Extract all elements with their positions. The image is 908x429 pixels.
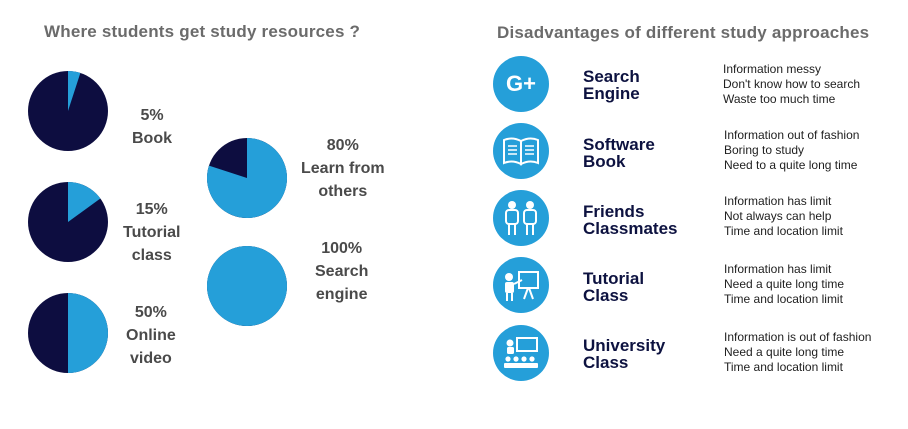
approach-title-line: Friends xyxy=(583,202,645,221)
pie-category-label: others xyxy=(318,183,368,200)
disadvantage-item: Time and location limit xyxy=(724,292,843,306)
approach-title-line: Class xyxy=(583,286,629,305)
disadvantage-item: Information has limit xyxy=(724,194,832,208)
disadvantage-item: Information is out of fashion xyxy=(724,330,872,344)
pie-percent-label: 80% xyxy=(326,137,359,154)
pie-slice-search-engine xyxy=(206,246,287,326)
approach-title-tutorial-class: Tutorial Class xyxy=(583,270,644,304)
approach-title-line: Class xyxy=(583,353,629,372)
approach-title-line: University xyxy=(583,336,666,355)
pie-label-tutorial-class: 15% Tutorial class xyxy=(123,198,180,267)
google-plus-icon: G+ xyxy=(493,56,549,112)
google-plus-glyph: G+ xyxy=(506,71,536,96)
left-chart-title: Where students get study resources ? xyxy=(44,22,361,41)
disadvantages-tutorial-class: Information has limit Need a quite long … xyxy=(724,262,844,307)
pie-label-search-engine: 100% Search engine xyxy=(315,237,368,306)
book-icon xyxy=(493,123,549,179)
pie-label-online-video: 50% Online video xyxy=(126,301,176,370)
pie-chart-book xyxy=(28,71,108,151)
book-icon-graphic xyxy=(503,137,539,166)
pie-percent-label: 15% xyxy=(135,201,168,218)
pie-category-label: Online xyxy=(126,327,176,344)
approach-title-line: Book xyxy=(583,152,626,171)
pie-category-label: engine xyxy=(315,286,368,303)
pie-slice-book xyxy=(68,71,81,111)
approach-title-line: Classmates xyxy=(583,219,678,238)
classroom-icon xyxy=(493,325,549,381)
disadvantages-university-class: Information is out of fashion Need a qui… xyxy=(724,330,871,375)
pie-percent-label: 5% xyxy=(140,107,164,124)
approach-title-university-class: University Class xyxy=(583,337,665,371)
disadvantages-friends-classmates: Information has limit Not always can hel… xyxy=(724,194,843,239)
disadvantages-search-engine: Information messy Don't know how to sear… xyxy=(723,62,860,107)
pie-percent-label: 50% xyxy=(134,304,167,321)
pie-chart-tutorial-class xyxy=(28,182,108,262)
pie-slice-tutorial-class xyxy=(68,182,101,222)
pie-category-label: video xyxy=(129,350,172,367)
pie-chart-learn-from-others xyxy=(207,138,288,218)
disadvantages-software-book: Information out of fashion Boring to stu… xyxy=(724,128,859,173)
classroom-icon-graphic xyxy=(504,337,538,368)
disadvantage-item: Time and location limit xyxy=(724,360,843,374)
pie-slice-online-video xyxy=(68,293,108,373)
disadvantage-item: Boring to study xyxy=(724,143,805,157)
students-icon-graphic xyxy=(505,201,537,235)
approach-title-line: Search xyxy=(583,67,640,86)
teacher-board-icon xyxy=(493,257,549,313)
approach-title-line: Engine xyxy=(583,84,640,103)
pie-chart-search-engine xyxy=(206,246,287,326)
pie-category-label: Tutorial xyxy=(123,224,181,241)
disadvantage-item: Waste too much time xyxy=(723,92,836,106)
pie-slice-learn-from-others xyxy=(207,138,288,218)
disadvantage-item: Information out of fashion xyxy=(724,128,860,142)
pie-percent-label: 100% xyxy=(321,240,363,257)
pie-category-label: Search xyxy=(315,263,369,280)
students-icon xyxy=(493,190,549,246)
pie-category-label: Book xyxy=(132,130,172,147)
approach-title-line: Software xyxy=(583,135,655,154)
right-section-title: Disadvantages of different study approac… xyxy=(497,23,870,42)
disadvantage-item: Not always can help xyxy=(724,209,832,223)
pie-chart-online-video xyxy=(28,293,108,373)
teacher-board-icon-graphic xyxy=(505,271,539,301)
pie-label-book: 5% Book xyxy=(132,104,172,150)
approach-title-software-book: Software Book xyxy=(583,136,655,170)
approach-title-friends-classmates: Friends Classmates xyxy=(583,203,678,237)
disadvantage-item: Information has limit xyxy=(724,262,832,276)
approach-title-search-engine: Search Engine xyxy=(583,68,640,102)
pie-category-label: Learn from xyxy=(301,160,385,177)
pie-label-learn-from-others: 80% Learn from others xyxy=(301,134,385,203)
disadvantage-item: Time and location limit xyxy=(724,224,843,238)
disadvantage-item: Need a quite long time xyxy=(724,277,845,291)
pie-category-label: class xyxy=(131,247,172,264)
disadvantage-item: Need to a quite long time xyxy=(724,158,858,172)
disadvantage-item: Information messy xyxy=(723,62,822,76)
approach-title-line: Tutorial xyxy=(583,269,645,288)
disadvantage-item: Need a quite long time xyxy=(724,345,845,359)
disadvantage-item: Don't know how to search xyxy=(723,77,861,91)
